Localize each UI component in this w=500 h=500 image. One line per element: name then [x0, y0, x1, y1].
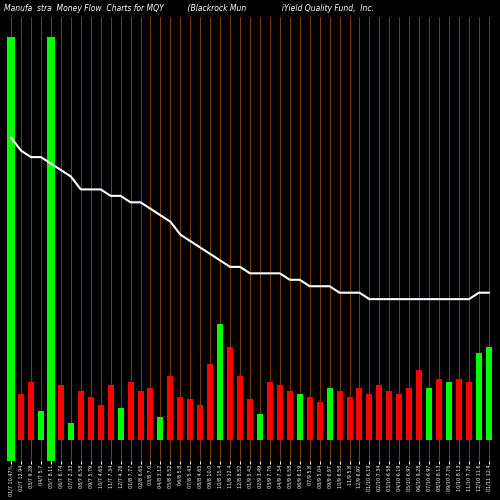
- Bar: [416, 370, 422, 440]
- Bar: [366, 394, 372, 440]
- Bar: [148, 388, 154, 440]
- Bar: [406, 388, 412, 440]
- Bar: [316, 402, 322, 440]
- Bar: [356, 388, 362, 440]
- Bar: [128, 382, 134, 440]
- Bar: [46, 37, 55, 461]
- Bar: [376, 385, 382, 440]
- Bar: [58, 385, 64, 440]
- Bar: [486, 347, 492, 440]
- Bar: [138, 390, 143, 440]
- Bar: [207, 364, 213, 440]
- Bar: [287, 390, 293, 440]
- Bar: [68, 423, 74, 440]
- Bar: [306, 396, 312, 440]
- Bar: [158, 417, 164, 440]
- Bar: [456, 379, 462, 440]
- Bar: [98, 406, 103, 440]
- Bar: [297, 394, 302, 440]
- Bar: [118, 408, 124, 440]
- Bar: [346, 396, 352, 440]
- Bar: [336, 390, 342, 440]
- Bar: [188, 400, 194, 440]
- Bar: [476, 353, 482, 440]
- Bar: [257, 414, 263, 440]
- Bar: [217, 324, 223, 440]
- Bar: [436, 379, 442, 440]
- Bar: [88, 396, 94, 440]
- Bar: [78, 390, 84, 440]
- Bar: [168, 376, 173, 440]
- Bar: [108, 385, 114, 440]
- Bar: [18, 394, 24, 440]
- Bar: [277, 385, 283, 440]
- Bar: [178, 396, 184, 440]
- Bar: [466, 382, 472, 440]
- Text: Manufa  stra  Money Flow  Charts for MQY          (Blackrock Mun               i: Manufa stra Money Flow Charts for MQY (B…: [4, 4, 374, 13]
- Bar: [28, 382, 34, 440]
- Bar: [386, 390, 392, 440]
- Bar: [267, 382, 273, 440]
- Bar: [247, 400, 253, 440]
- Bar: [38, 411, 44, 440]
- Bar: [396, 394, 402, 440]
- Bar: [446, 382, 452, 440]
- Bar: [227, 347, 233, 440]
- Bar: [198, 406, 203, 440]
- Bar: [7, 37, 16, 461]
- Bar: [426, 388, 432, 440]
- Bar: [237, 376, 243, 440]
- Bar: [326, 388, 332, 440]
